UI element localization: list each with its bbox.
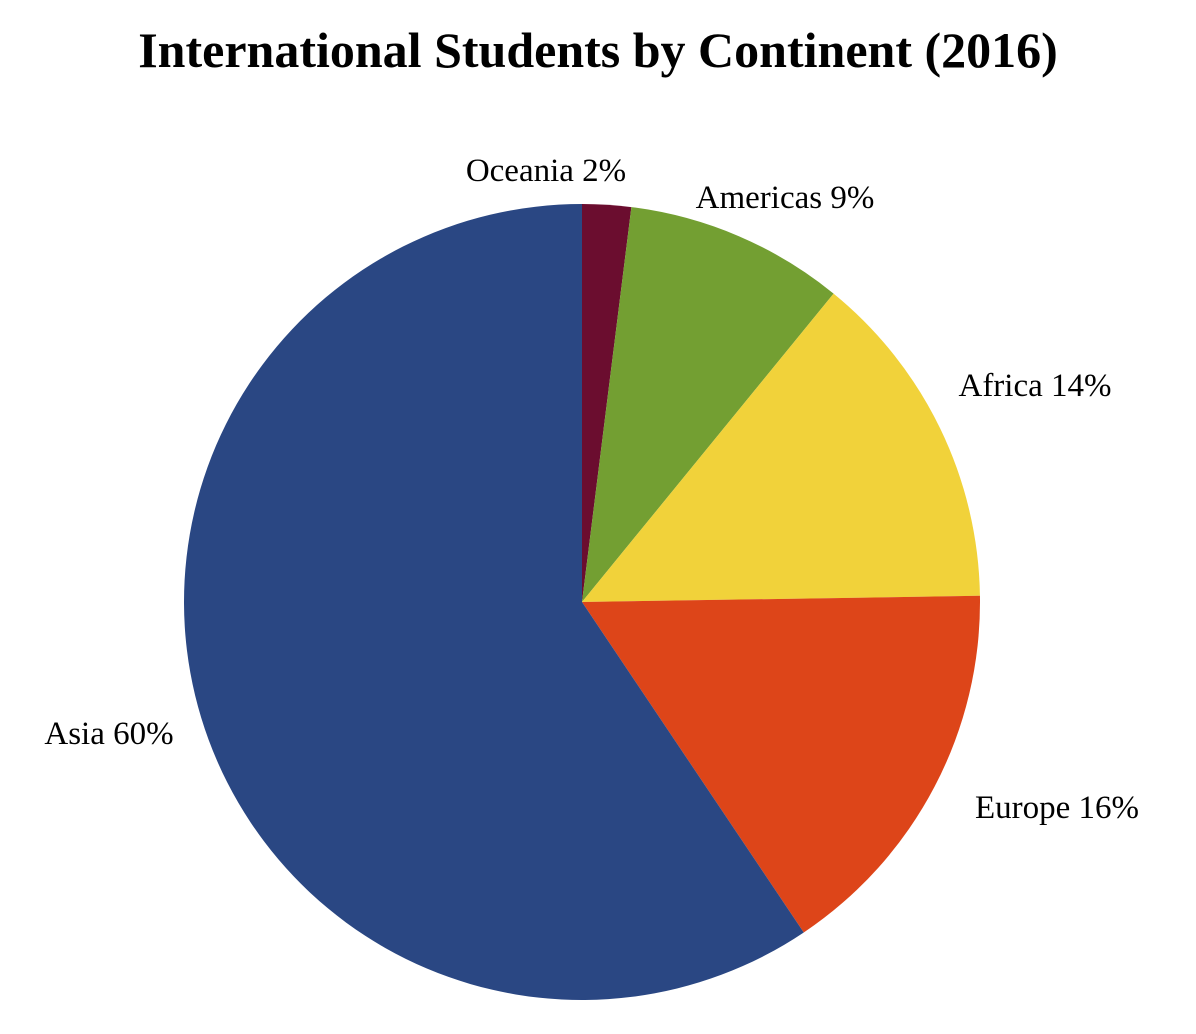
pie-slices [184,204,980,1000]
chart-title: International Students by Continent (201… [138,22,1058,78]
pie-slice-oceania [582,204,632,602]
pie-slice-americas [582,207,834,602]
pie-slice-africa [582,293,980,602]
pie-slice-asia [184,204,804,1000]
slice-label-oceania: Oceania 2% [466,153,626,189]
slice-label-americas: Americas 9% [696,180,875,216]
pie-slice-europe [582,595,980,933]
pie-labels: Oceania 2% Americas 9% Africa 14% Europe 16… [44,153,1139,826]
slice-label-africa: Africa 14% [958,368,1111,404]
slice-label-asia: Asia 60% [44,716,173,752]
slice-label-europe: Europe 16% [975,790,1139,826]
